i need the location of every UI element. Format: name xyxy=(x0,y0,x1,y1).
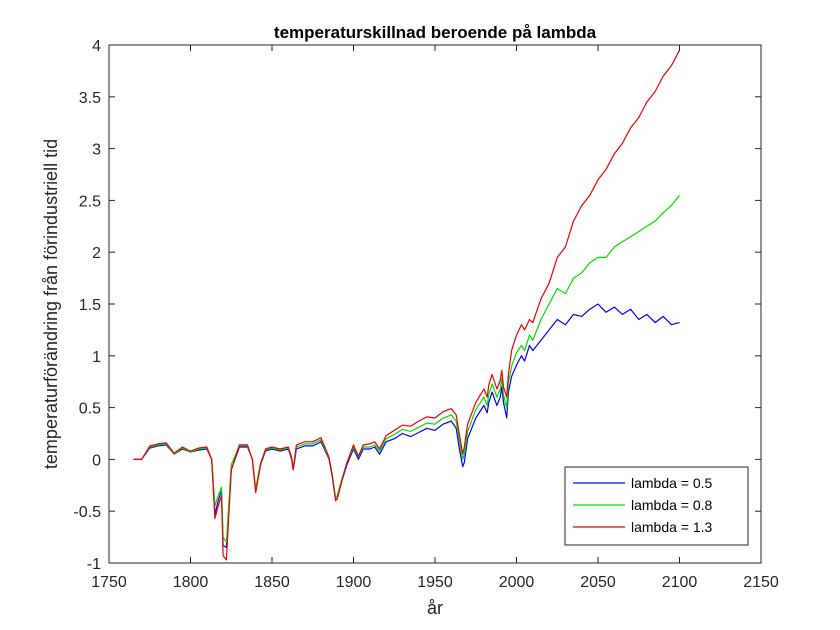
x-tick-label: 2050 xyxy=(580,574,616,591)
y-tick-label: 0.5 xyxy=(79,401,101,418)
y-tick-label: 3.5 xyxy=(79,90,101,107)
x-tick-label: 1900 xyxy=(336,574,372,591)
legend-label-2: lambda = 0.8 xyxy=(631,497,713,513)
x-axis-label: år xyxy=(427,598,443,618)
axes-layer: 1750 1800 1850 1900 1950 2000 2050 2100 2150 -1 -0… xyxy=(73,38,778,591)
x-tick-label: 1850 xyxy=(254,574,290,591)
y-tick-label: 4 xyxy=(92,38,101,55)
y-tick-label: -1 xyxy=(87,556,101,573)
series-line-2 xyxy=(133,194,680,543)
y-tick-label: -0.5 xyxy=(73,504,101,521)
chart-title: temperaturskillnad beroende på lambda xyxy=(274,23,597,42)
y-tick-label: 2 xyxy=(92,245,101,262)
legend: lambda = 0.5 lambda = 0.8 lambda = 1.3 xyxy=(564,466,749,546)
y-tick-label: 1.5 xyxy=(79,297,101,314)
legend-label-1: lambda = 0.5 xyxy=(631,475,713,491)
y-tick-label: 1 xyxy=(92,349,101,366)
legend-box xyxy=(564,466,749,546)
legend-label-3: lambda = 1.3 xyxy=(631,519,713,535)
series-line-3 xyxy=(133,49,681,561)
y-axis-label: temperaturförändring från förindustriell… xyxy=(41,139,61,469)
series-layer xyxy=(133,49,681,561)
y-tick-label: 3 xyxy=(92,142,101,159)
x-tick-label: 2150 xyxy=(743,574,779,591)
x-tick-label: 1950 xyxy=(417,574,453,591)
y-tick-label: 2.5 xyxy=(79,193,101,210)
x-tick-label: 1750 xyxy=(91,574,127,591)
x-tick-label: 1800 xyxy=(173,574,209,591)
x-tick-label: 2100 xyxy=(662,574,698,591)
y-tick-label: 0 xyxy=(92,452,101,469)
x-tick-label: 2000 xyxy=(499,574,535,591)
